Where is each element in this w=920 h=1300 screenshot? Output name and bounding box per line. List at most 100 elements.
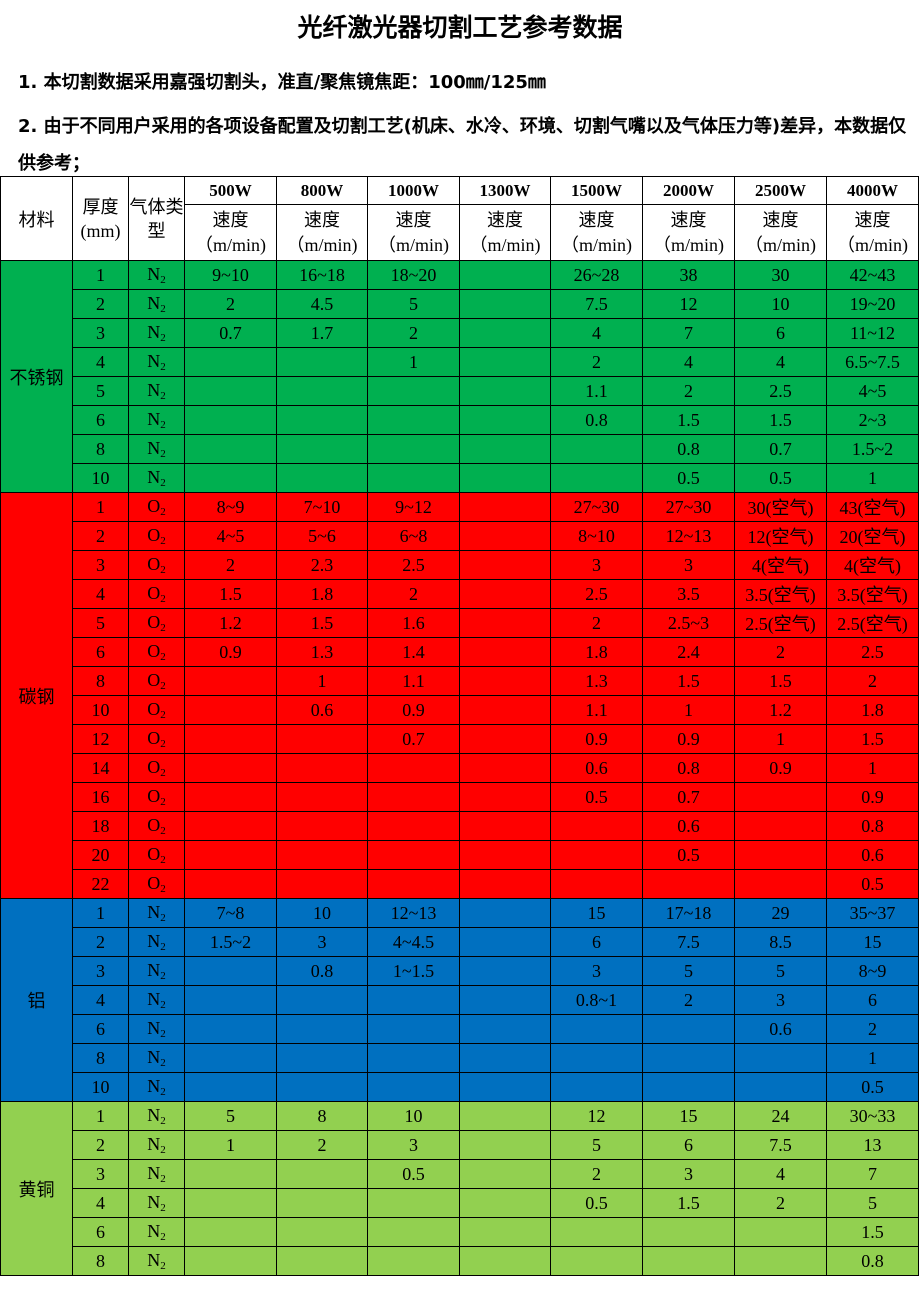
speed-cell: 2.5 (367, 550, 460, 580)
speed-cell: 3 (550, 956, 643, 986)
speed-cell: 3 (642, 550, 735, 580)
table-row: 6 N2 1.5 (0, 1217, 919, 1247)
table-row: 5 N2 1.1 2 2.5 4~5 (0, 376, 919, 406)
speed-cell: 4~4.5 (367, 927, 460, 957)
cutting-data-table: 材料 厚度(mm) 气体类型 500W 800W 1000W 1300W 1500W 2000W… (0, 176, 919, 1276)
speed-cell (459, 608, 551, 638)
table-row: 3 N2 0.5 2 3 4 7 (0, 1159, 919, 1189)
speed-cell (367, 1188, 460, 1218)
speed-cell: 4 (734, 1159, 827, 1189)
header-gas: 气体类型 (128, 176, 185, 261)
gas-cell: N2 (128, 289, 185, 319)
speed-cell (459, 463, 551, 493)
speed-cell: 4 (550, 318, 643, 348)
speed-cell: 1.5 (642, 405, 735, 435)
speed-cell: 0.6 (276, 695, 368, 725)
speed-cell: 15 (550, 898, 643, 928)
speed-cell: 1 (642, 695, 735, 725)
thickness-cell: 2 (72, 927, 129, 957)
speed-cell: 7.5 (550, 289, 643, 319)
speed-cell (184, 782, 277, 812)
speed-cell: 1.5 (184, 579, 277, 609)
speed-cell: 5~6 (276, 521, 368, 551)
speed-cell: 10 (367, 1101, 460, 1131)
speed-cell: 2.5 (734, 376, 827, 406)
gas-symbol: N (147, 931, 161, 951)
table-row: 6 O2 0.9 1.3 1.4 1.8 2.4 2 2.5 (0, 637, 919, 667)
thickness-cell: 2 (72, 521, 129, 551)
thickness-cell: 20 (72, 840, 129, 870)
gas-symbol: O (147, 844, 161, 864)
speed-cell: 1.7 (276, 318, 368, 348)
table-row: 2 N2 1.5~2 3 4~4.5 6 7.5 8.5 15 (0, 927, 919, 957)
table-row: 2 O2 4~5 5~6 6~8 8~10 12~13 12(空气) 20(空气) (0, 521, 919, 551)
gas-cell: N2 (128, 405, 185, 435)
speed-cell: 0.5 (642, 840, 735, 870)
table-row: 不锈钢 1 N2 9~10 16~18 18~20 26~28 38 30 42~43 (0, 260, 919, 493)
speed-cell (642, 869, 735, 899)
speed-cell: 1.5~2 (184, 927, 277, 957)
header-thickness: 厚度(mm) (72, 176, 129, 261)
page-title: 光纤激光器切割工艺参考数据 (297, 13, 623, 42)
speed-cell: 2.3 (276, 550, 368, 580)
speed-cell: 0.8 (550, 405, 643, 435)
speed-cell (367, 376, 460, 406)
speed-cell: 2 (642, 376, 735, 406)
speed-cell: 1 (826, 463, 919, 493)
gas-cell: O2 (128, 521, 185, 551)
speed-cell: 0.7 (642, 782, 735, 812)
thickness-cell: 3 (72, 956, 129, 986)
gas-cell: N2 (128, 927, 185, 957)
speed-cell (184, 376, 277, 406)
speed-cell: 0.8 (642, 434, 735, 464)
material-cell: 黄铜 (0, 1101, 73, 1276)
speed-cell: 5 (184, 1101, 277, 1131)
thickness-cell: 8 (72, 1246, 129, 1276)
gas-cell: N2 (128, 1101, 185, 1131)
thickness-cell: 8 (72, 666, 129, 696)
speed-cell (367, 434, 460, 464)
header-power: 1000W (367, 176, 460, 205)
speed-cell (276, 811, 368, 841)
gas-cell: N2 (128, 1043, 185, 1073)
speed-cell: 2 (184, 550, 277, 580)
speed-cell: 16~18 (276, 260, 368, 290)
gas-symbol: N (147, 409, 161, 429)
speed-cell: 6~8 (367, 521, 460, 551)
unit-label: （m/min) (837, 234, 908, 255)
table-row: 10 O2 0.6 0.9 1.1 1 1.2 1.8 (0, 695, 919, 725)
header-speed: 速度 （m/min) (642, 204, 735, 261)
speed-cell (276, 782, 368, 812)
speed-cell (184, 840, 277, 870)
speed-cell: 2.5 (550, 579, 643, 609)
speed-cell (550, 463, 643, 493)
speed-cell (276, 1043, 368, 1073)
speed-cell: 0.6 (826, 840, 919, 870)
speed-cell (734, 1246, 827, 1276)
table-row: 6 N2 0.8 1.5 1.5 2~3 (0, 405, 919, 435)
speed-cell (184, 1043, 277, 1073)
speed-cell: 0.6 (550, 753, 643, 783)
speed-cell (550, 1217, 643, 1247)
gas-symbol: N (147, 438, 161, 458)
speed-cell: 2~3 (826, 405, 919, 435)
speed-cell: 0.5 (642, 463, 735, 493)
speed-cell (367, 405, 460, 435)
speed-cell: 30 (734, 260, 827, 290)
speed-cell: 0.7 (367, 724, 460, 754)
speed-cell (459, 869, 551, 899)
speed-cell (459, 347, 551, 377)
gas-cell: N2 (128, 1217, 185, 1247)
gas-symbol: O (147, 525, 161, 545)
speed-cell: 1 (734, 724, 827, 754)
speed-label: 速度 (670, 209, 707, 230)
speed-cell (276, 1246, 368, 1276)
speed-cell: 5 (642, 956, 735, 986)
gas-symbol: N (147, 351, 161, 371)
speed-cell (642, 1043, 735, 1073)
speed-cell: 1.1 (550, 376, 643, 406)
material-cell: 不锈钢 (0, 260, 73, 493)
speed-cell: 0.5 (550, 782, 643, 812)
speed-cell: 0.5 (734, 463, 827, 493)
speed-cell: 2 (184, 289, 277, 319)
